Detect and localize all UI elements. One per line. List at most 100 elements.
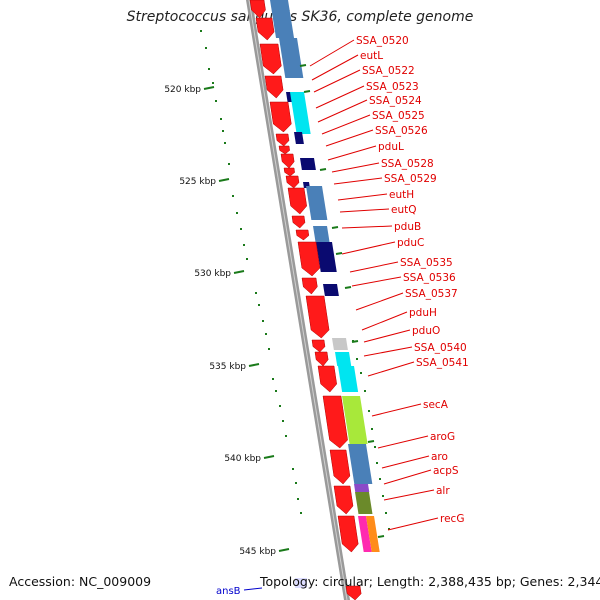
- base-dot: [232, 195, 234, 197]
- gene-label: SSA_0522: [362, 65, 415, 77]
- gene-label: pduB: [394, 221, 421, 233]
- function-block: [290, 92, 311, 134]
- base-dot: [368, 410, 370, 412]
- cds-arrows: [249, 0, 362, 600]
- gene-labels: SSA_0520 eutL SSA_0522 SSA_0523 SSA_0524 SSA_…: [299, 35, 469, 538]
- base-dot: [228, 163, 230, 165]
- function-block: [348, 444, 373, 484]
- edge-leader: [243, 587, 263, 591]
- cds-arrow: [322, 395, 348, 449]
- scale-tick: [218, 178, 230, 182]
- function-block: [300, 158, 316, 170]
- gene-label: acpS: [433, 465, 459, 477]
- backbone-line: [246, 0, 350, 600]
- cds-arrow: [305, 295, 330, 339]
- base-dot: [272, 378, 274, 380]
- gene-label: pduL: [378, 141, 404, 153]
- base-dot: [222, 130, 224, 132]
- label-leader: [377, 435, 429, 449]
- cds-arrow: [287, 187, 307, 215]
- base-dot: [215, 100, 217, 102]
- label-leader: [309, 39, 355, 67]
- label-leader: [339, 208, 390, 213]
- base-dot: [268, 348, 270, 350]
- base-dot: [385, 512, 387, 514]
- base-dot: [246, 258, 248, 260]
- label-leader: [311, 54, 359, 81]
- label-leader: [317, 99, 368, 123]
- base-dot: [212, 82, 214, 84]
- cds-arrow: [311, 339, 326, 353]
- base-dot: [243, 244, 245, 246]
- gene-label: aroG: [430, 431, 455, 443]
- base-dot: [236, 212, 238, 214]
- function-block: [316, 242, 337, 272]
- base-dot: [356, 358, 358, 360]
- accession-text: Accession: NC_009009: [9, 574, 152, 589]
- cds-arrow: [264, 75, 284, 99]
- gene-label: aro: [431, 451, 448, 463]
- gene-label: SSA_0529: [384, 173, 437, 185]
- cds-arrow: [301, 277, 318, 295]
- function-block: [358, 516, 372, 552]
- function-block: [331, 338, 348, 350]
- label-leader: [387, 517, 439, 531]
- base-dot: [240, 228, 242, 230]
- gene-label: SSA_0520: [356, 35, 409, 47]
- base-dot: [295, 482, 297, 484]
- base-dot: [255, 292, 257, 294]
- base-dot: [282, 420, 284, 422]
- cds-arrow: [314, 351, 329, 367]
- gene-label: eutH: [389, 189, 414, 201]
- scale-tick: [263, 455, 275, 459]
- cds-arrow: [295, 229, 310, 241]
- function-block: [293, 132, 304, 144]
- base-dot: [360, 372, 362, 374]
- feature-tick: [303, 90, 311, 93]
- base-dot: [200, 30, 202, 32]
- feature-tick: [335, 252, 343, 255]
- cds-arrow: [255, 17, 275, 41]
- function-block: [306, 186, 328, 220]
- function-block: [312, 226, 330, 242]
- genome-summary-text: Topology: circular; Length: 2,388,435 bp…: [260, 574, 600, 589]
- map-title: Streptococcus sanguinis SK36, complete g…: [126, 9, 474, 25]
- feature-tick: [319, 168, 327, 171]
- cds-arrow: [291, 215, 306, 229]
- cds-arrow: [317, 365, 337, 393]
- cds-arrow: [275, 133, 290, 147]
- function-block: [355, 492, 373, 514]
- base-dot: [208, 68, 210, 70]
- label-leader: [333, 177, 383, 185]
- base-dot: [364, 390, 366, 392]
- gene-label: eutQ: [391, 204, 417, 216]
- label-leader: [313, 69, 361, 93]
- edge-gene-label: ansB: [216, 586, 241, 597]
- scale-tick: [278, 548, 290, 552]
- gene-label: pduC: [397, 237, 424, 249]
- label-leader: [351, 276, 402, 287]
- base-dot: [371, 428, 373, 430]
- cds-arrow: [329, 449, 351, 485]
- function-block: [342, 396, 368, 444]
- gene-label: SSA_0523: [366, 81, 419, 93]
- base-dot: [297, 498, 299, 500]
- label-leader: [315, 85, 365, 109]
- function-blocks: [270, 0, 380, 552]
- cds-arrow: [345, 585, 362, 600]
- edge-block: [295, 578, 307, 588]
- edge-annotation: ansB: [216, 578, 307, 597]
- gene-label: SSA_0535: [400, 257, 453, 269]
- cds-arrow: [333, 485, 354, 515]
- base-dot: [262, 320, 264, 322]
- scale-tick: [233, 270, 245, 274]
- gene-label: eutL: [360, 50, 383, 62]
- label-leader: [341, 241, 396, 255]
- gene-label: SSA_0524: [369, 95, 422, 107]
- scale-label: 525 kbp: [179, 177, 216, 187]
- label-leader: [321, 114, 371, 135]
- function-block: [338, 366, 359, 392]
- base-dot: [258, 304, 260, 306]
- label-leader: [383, 489, 435, 501]
- cds-arrow: [249, 0, 266, 19]
